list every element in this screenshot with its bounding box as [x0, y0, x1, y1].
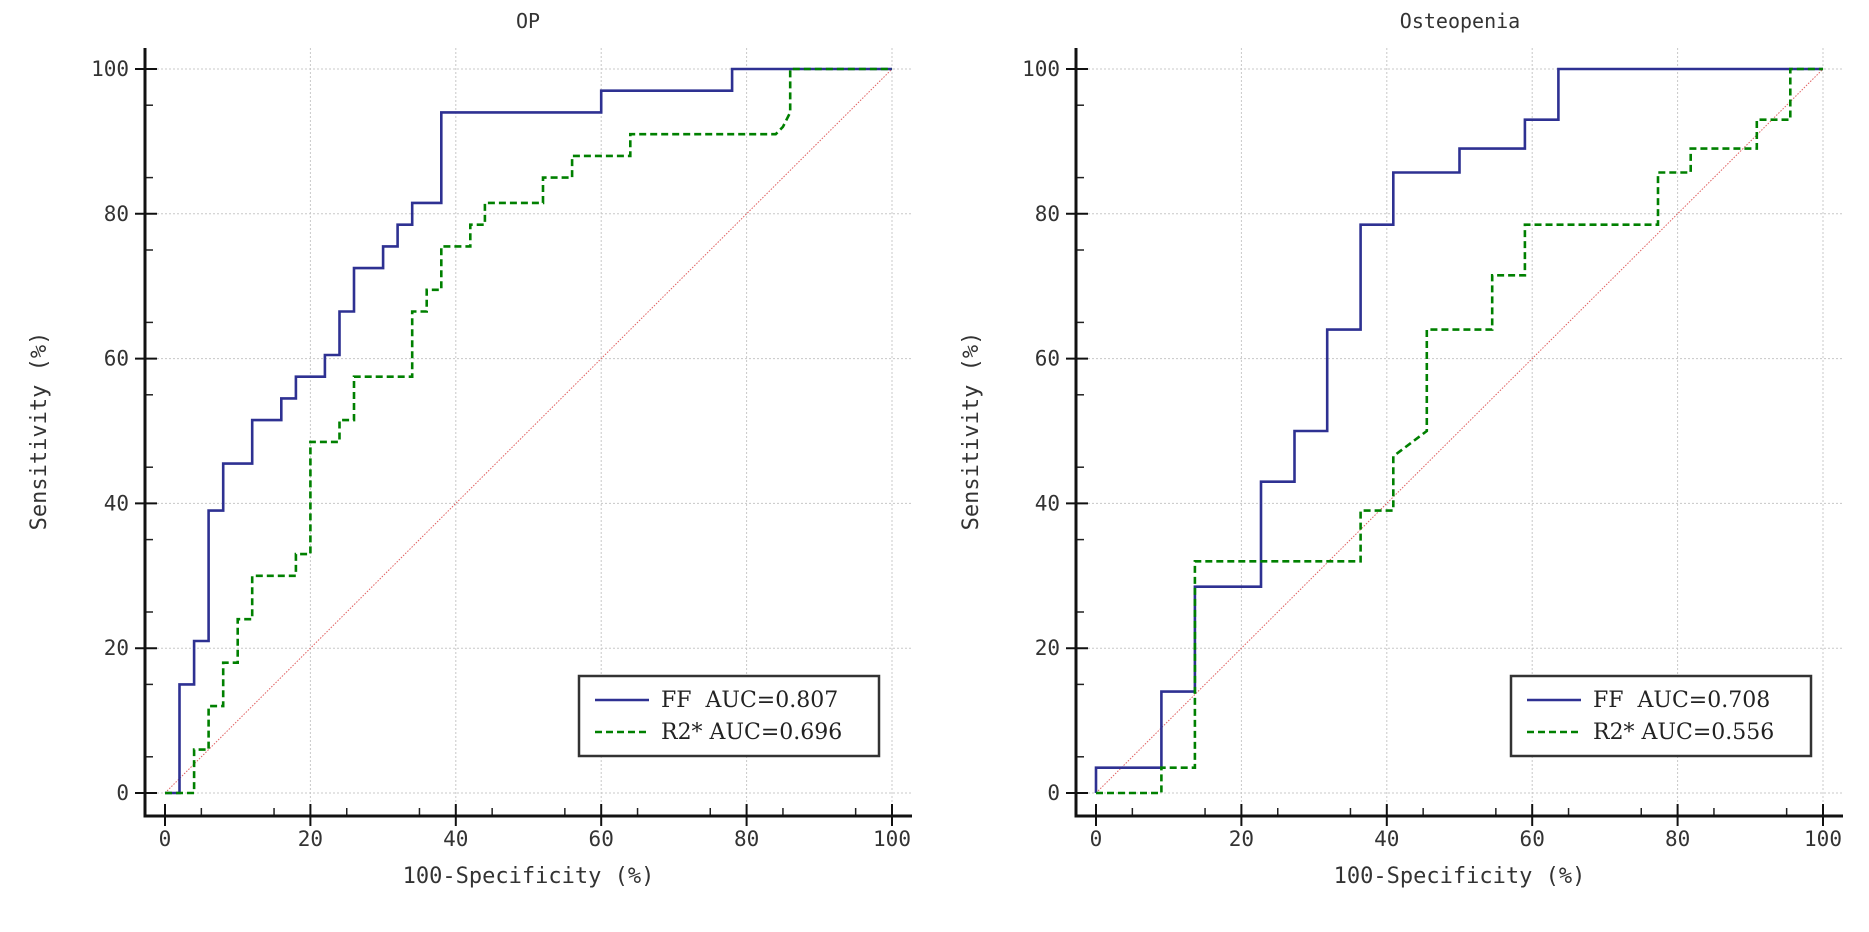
chart-title: OP: [516, 9, 540, 33]
x-tick-label: 80: [1665, 827, 1690, 851]
chart-title: Osteopenia: [1400, 9, 1520, 33]
x-tick-label: 100: [1804, 827, 1842, 851]
x-tick-label: 60: [1520, 827, 1545, 851]
legend-label-r2star: R2* AUC=0.696: [661, 720, 842, 745]
x-tick-label: 100: [873, 827, 911, 851]
x-tick-label: 60: [589, 827, 614, 851]
y-tick-label: 60: [1035, 347, 1060, 371]
y-tick-label: 60: [104, 347, 129, 371]
y-tick-label: 20: [104, 636, 129, 660]
roc-curve-r2star: [165, 67, 892, 795]
legend-box: [577, 674, 881, 758]
legend-label-ff: FF AUC=0.807: [661, 688, 838, 713]
x-tick-label: 0: [1090, 827, 1103, 851]
x-tick-label: 20: [298, 827, 323, 851]
x-tick-label: 0: [159, 827, 172, 851]
roc-curve-ff: [1094, 67, 1823, 793]
y-tick-label: 0: [116, 781, 129, 805]
x-tick-label: 40: [1374, 827, 1399, 851]
roc-curve-ff: [165, 67, 892, 795]
y-tick-label: 0: [1047, 781, 1060, 805]
roc-panel-op: 0 20 40 60 80 100 0 20 40 60 80 100 OP 100-Specificit…: [27, 9, 912, 889]
y-tick-label: 40: [1035, 491, 1060, 515]
reference-diagonal-line: [1095, 68, 1824, 794]
x-tick-label: 20: [1229, 827, 1254, 851]
y-tick-label: 20: [1035, 636, 1060, 660]
reference-diagonal-line: [164, 68, 893, 794]
x-axis-label: 100-Specificity (%): [1334, 864, 1586, 889]
roc-panel-osteopenia: 0 20 40 60 80 100 0 20 40 60 80 100 Osteopenia 100-Sp…: [959, 9, 1843, 889]
x-axis-label: 100-Specificity (%): [403, 864, 655, 889]
legend-label-ff: FF AUC=0.708: [1593, 688, 1770, 713]
roc-curve-r2star: [1096, 67, 1823, 795]
legend-label-r2star: R2* AUC=0.556: [1593, 720, 1774, 745]
y-axis-label: Sensitivity (%): [959, 332, 984, 531]
x-tick-label: 80: [734, 827, 759, 851]
y-tick-label: 80: [104, 202, 129, 226]
y-tick-label: 100: [91, 57, 129, 81]
legend-box: [1509, 674, 1813, 758]
y-tick-label: 40: [104, 491, 129, 515]
y-tick-label: 80: [1035, 202, 1060, 226]
x-tick-label: 40: [443, 827, 468, 851]
y-tick-label: 100: [1022, 57, 1060, 81]
y-axis-label: Sensitivity (%): [27, 332, 52, 531]
